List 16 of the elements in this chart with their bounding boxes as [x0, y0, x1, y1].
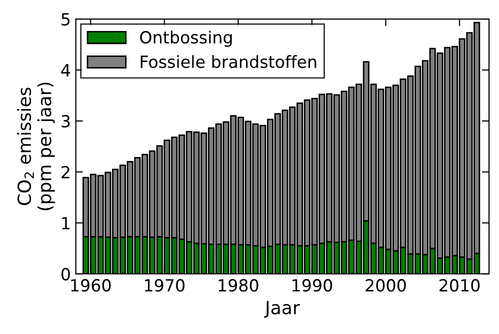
x-tick-label: 2010	[440, 279, 480, 292]
x-tick-label: 2000	[366, 279, 406, 292]
legend-label: Ontbossing	[140, 30, 232, 47]
x-tick-label: 1980	[218, 279, 258, 292]
y-tick-label: 4	[61, 64, 70, 76]
x-tick-label: 1970	[145, 279, 184, 292]
y-tick-label: 0	[61, 268, 70, 280]
y-tick-label: 2	[62, 166, 70, 178]
y-tick-label: 3	[62, 114, 70, 128]
y-axis-title: CO$_{2}$ emissies (ppm per jaar)	[17, 82, 55, 210]
x-axis-title: Jaar	[264, 300, 300, 318]
x-tick-label: 1990	[292, 279, 332, 292]
y-tick-label: 1	[62, 217, 70, 230]
y-tick-label: 5	[62, 13, 70, 26]
x-tick-label: 1960	[71, 279, 111, 292]
legend-label: Fossiele brandstoffen	[140, 55, 316, 68]
